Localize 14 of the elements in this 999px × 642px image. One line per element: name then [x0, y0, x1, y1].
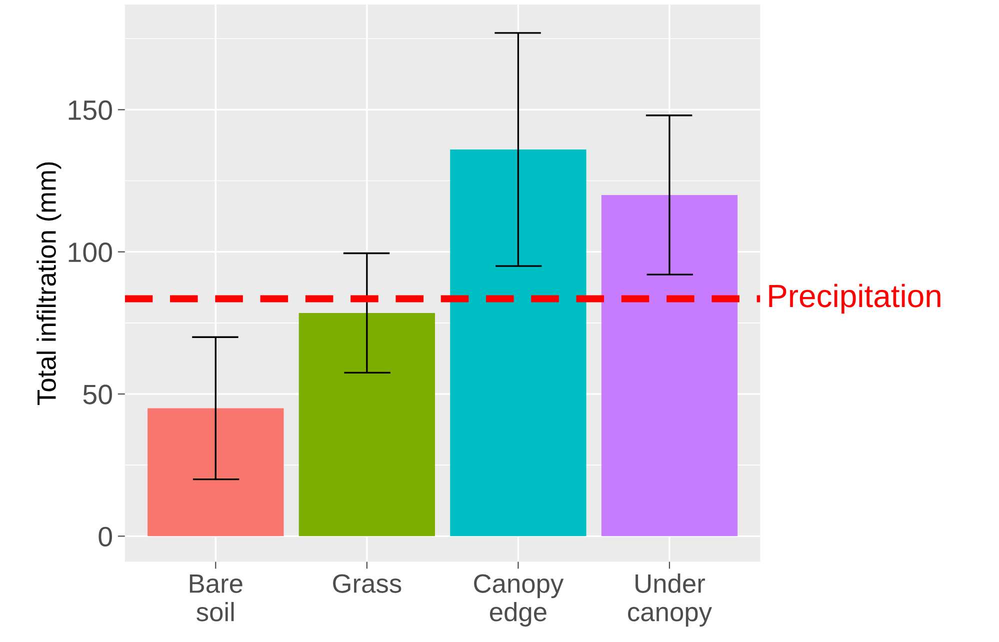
y-tick-label: 50 [83, 384, 112, 404]
bar [298, 312, 435, 536]
y-tick-label: 0 [98, 526, 112, 546]
bar [450, 149, 586, 536]
y-tick-label: 100 [68, 242, 112, 262]
bar [601, 194, 738, 536]
x-tick-label: Canopy edge [474, 574, 564, 627]
y-tick-label: 150 [68, 100, 112, 120]
x-tick-label: Bare soil [190, 574, 242, 622]
x-tick-label: Under canopy [628, 574, 712, 627]
x-tick-label: Grass [333, 574, 402, 593]
y-axis-title: Total infiltration (mm) [36, 162, 62, 405]
ref-line-label: Precipitation [769, 284, 940, 314]
bar [148, 408, 284, 536]
